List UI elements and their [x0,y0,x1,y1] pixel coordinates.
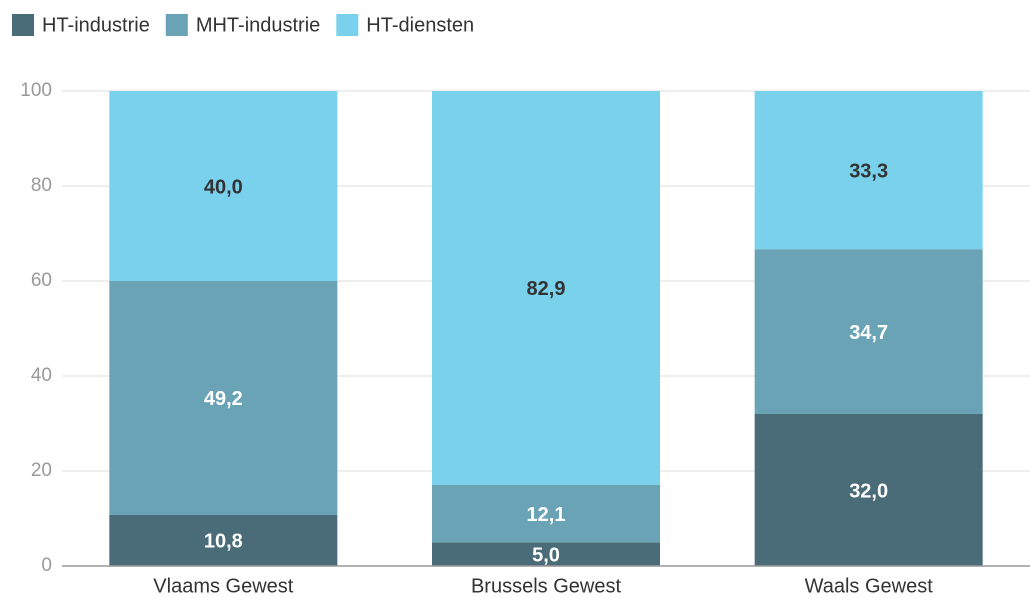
y-tick-label: 100 [20,80,52,101]
bar-segment [754,91,983,250]
bar-segment [432,542,660,566]
bar-segment [109,514,338,566]
value-label: 49,2 [204,388,243,410]
bar-segment [109,281,338,515]
bar-segment [432,91,660,485]
legend-label: MHT-industrie [196,14,320,36]
legend-swatch [336,14,359,36]
y-tick-label: 60 [31,270,52,291]
value-label: 5,0 [532,544,560,566]
bar-segment [754,414,983,566]
value-label: 32,0 [849,480,888,502]
bar-segment [432,484,660,543]
y-tick-label: 40 [31,365,52,386]
value-label: 40,0 [204,176,243,198]
bar-segment [754,249,983,414]
x-tick-label: Waals Gewest [805,575,934,597]
y-tick-label: 80 [31,175,52,196]
x-tick-label: Brussels Gewest [471,575,621,597]
value-label: 34,7 [849,322,888,344]
y-tick-label: 0 [41,555,52,576]
value-label: 12,1 [527,504,566,526]
value-label: 33,3 [849,160,888,182]
legend-label: HT-industrie [42,14,150,36]
legend-label: HT-diensten [366,14,474,36]
y-tick-label: 20 [31,460,52,481]
value-label: 82,9 [527,278,566,300]
legend-swatch [165,14,188,36]
bar-segment [109,91,338,281]
value-label: 10,8 [204,531,243,553]
legend-swatch [12,14,34,36]
x-tick-label: Vlaams Gewest [153,575,293,597]
